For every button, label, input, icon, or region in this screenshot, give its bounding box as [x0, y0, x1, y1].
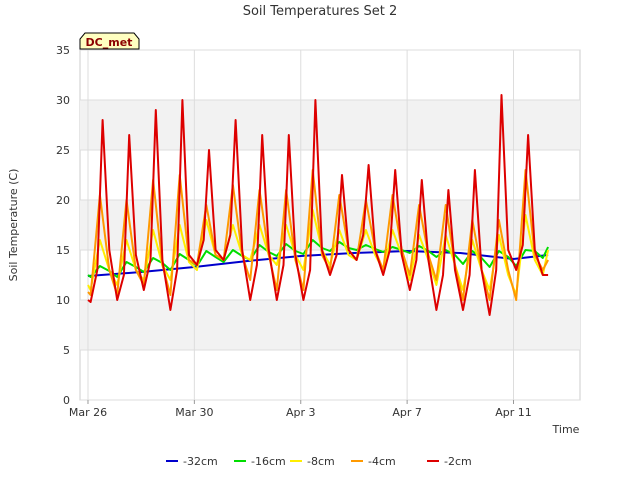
axis-ticks: 0 5 10 15 20 25 30 35 Mar 26 Mar 30 Apr 3 Apr 7 Apr …: [56, 44, 532, 419]
legend-label: -32cm: [183, 455, 218, 468]
badge-box: [79, 32, 140, 50]
legend: -32cm -16cm -8cm -4cm -2cm: [166, 455, 472, 468]
x-tick-label-4: Mar 30: [175, 406, 213, 419]
x-tick-label-16: Apr 11: [495, 406, 532, 419]
dc-met-badge: DC_met: [79, 32, 140, 50]
plot-background: [79, 49, 581, 401]
legend-item-neg32cm: -32cm: [166, 455, 218, 468]
band-15: [80, 200, 580, 250]
legend-label: -16cm: [251, 455, 286, 468]
x-tick-label-12: Apr 7: [392, 406, 422, 419]
badge-label: DC_met: [86, 36, 133, 49]
chart-title: Soil Temperatures Set 2: [243, 4, 398, 19]
series-line-neg32cm: [87, 250, 549, 277]
series-layer: [87, 94, 550, 316]
legend-item-neg2cm: -2cm: [427, 455, 472, 468]
y-axis-label: Soil Temperature (C): [7, 169, 20, 282]
band-5: [80, 300, 580, 350]
band-25: [80, 100, 580, 150]
legend-label: -8cm: [307, 455, 335, 468]
y-tick-label-25: 25: [56, 144, 70, 157]
x-axis-label: Time: [552, 423, 580, 436]
y-tick-label-35: 35: [56, 44, 70, 57]
y-tick-label-0: 0: [63, 394, 70, 407]
y-tick-label-5: 5: [63, 344, 70, 357]
x-tick-label-8: Apr 3: [286, 406, 316, 419]
x-tick-label-0: Mar 26: [69, 406, 107, 419]
y-tick-label-10: 10: [56, 294, 70, 307]
legend-label: -2cm: [444, 455, 472, 468]
legend-item-neg16cm: -16cm: [234, 455, 286, 468]
legend-item-neg8cm: -8cm: [290, 455, 335, 468]
y-tick-label-15: 15: [56, 244, 70, 257]
y-tick-label-30: 30: [56, 94, 70, 107]
y-tick-label-20: 20: [56, 194, 70, 207]
legend-label: -4cm: [368, 455, 396, 468]
series-line-neg4cm: [87, 169, 549, 301]
legend-item-neg4cm: -4cm: [351, 455, 396, 468]
series-line-neg2cm: [87, 94, 549, 316]
